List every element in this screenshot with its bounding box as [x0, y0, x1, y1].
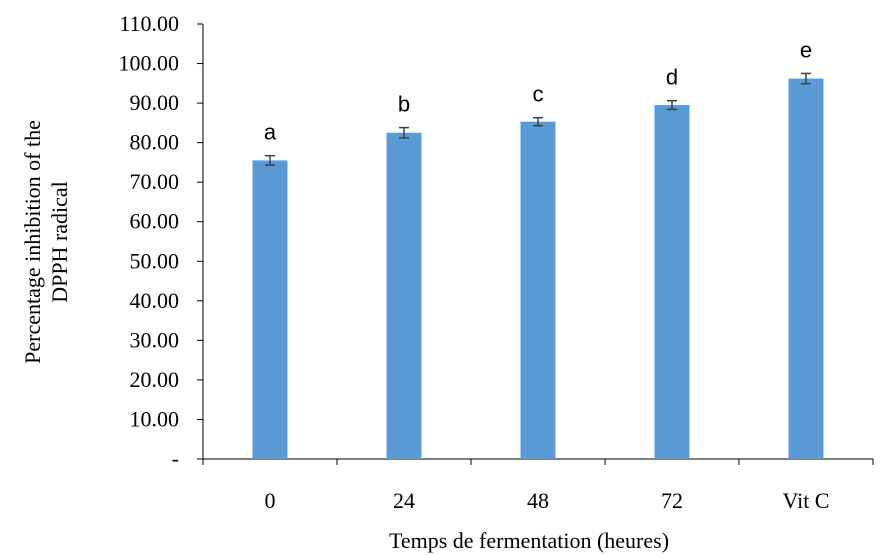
- error-bar: [399, 126, 409, 139]
- error-bar: [801, 72, 811, 85]
- bar: [386, 132, 422, 459]
- y-axis-title-line-2: DPPH radical: [47, 181, 72, 303]
- x-tick-label: Vit C: [783, 488, 830, 513]
- y-tick-label: 110.00: [119, 11, 179, 36]
- x-tick-label: 72: [661, 488, 683, 513]
- y-tick-label: 70.00: [130, 169, 180, 194]
- x-ticks: 0 24 48 72 Vit C: [202, 459, 874, 513]
- y-tick-label: 10.00: [130, 406, 180, 431]
- y-axis: - 10.00 20.00 30.00 40.00 50.00 60.00 70.00 80.0…: [119, 11, 204, 471]
- significance-letter: a: [264, 120, 277, 145]
- x-tick-label: 24: [393, 488, 415, 513]
- error-bars: [265, 72, 811, 166]
- error-bar: [533, 116, 543, 127]
- y-tick-label: -: [172, 446, 179, 471]
- y-tick-label: 50.00: [130, 248, 180, 273]
- error-bar: [667, 99, 677, 111]
- bar: [654, 105, 690, 460]
- x-axis: 0 24 48 72 Vit C: [202, 458, 874, 513]
- y-tick-label: 30.00: [130, 327, 180, 352]
- significance-letter: b: [398, 92, 410, 117]
- y-tick-label: 90.00: [130, 90, 180, 115]
- x-tick-label: 0: [265, 488, 276, 513]
- y-axis-title-line-1: Percentage inhibition of the: [20, 120, 45, 364]
- x-axis-title: Temps de fermentation (heures): [389, 528, 669, 553]
- significance-letter: e: [800, 37, 812, 62]
- error-bar: [265, 154, 275, 166]
- significance-letter: c: [533, 82, 544, 107]
- y-tick-label: 20.00: [130, 367, 180, 392]
- y-tick-label: 100.00: [119, 51, 180, 76]
- y-tick-label: 60.00: [130, 209, 180, 234]
- bar: [520, 121, 556, 459]
- y-axis-title: Percentage inhibition of the DPPH radica…: [20, 120, 72, 364]
- y-ticks: - 10.00 20.00 30.00 40.00 50.00 60.00 70.00 80.0…: [119, 11, 203, 471]
- bars: [252, 78, 824, 460]
- x-tick-label: 48: [527, 488, 549, 513]
- significance-letters: a b c d e: [264, 37, 812, 144]
- bar: [252, 160, 288, 459]
- significance-letter: d: [666, 65, 678, 90]
- bar: [788, 78, 824, 459]
- y-tick-label: 80.00: [130, 130, 180, 155]
- y-tick-label: 40.00: [130, 288, 180, 313]
